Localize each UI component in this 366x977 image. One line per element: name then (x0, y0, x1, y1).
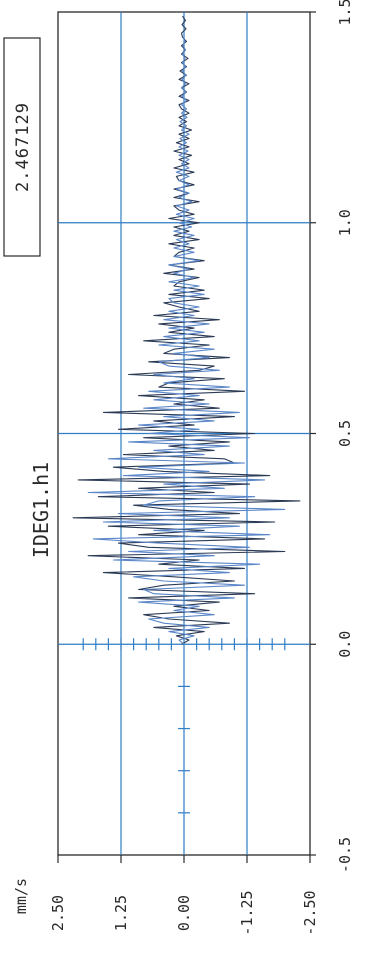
y-tick-label-3: -1.25 (238, 890, 256, 935)
x-tick-label-4: 1.5 (336, 0, 354, 26)
trace-series-0 (72, 15, 301, 645)
y-tick-label-4: -2.50 (301, 890, 319, 935)
y-tick-labels: 2.50 1.25 0.00 -1.25 -2.50 (49, 890, 319, 935)
x-tick-label-2: 0.5 (336, 420, 354, 447)
value-box (3, 37, 41, 257)
y-tick-label-2: 0.00 (175, 895, 193, 931)
chart-title: IDEG1.h1 (29, 462, 53, 558)
x-tick-label-0: -0.5 (336, 837, 354, 873)
value-box-text: 2.467129 (13, 102, 33, 192)
y-tick-label-1: 1.25 (112, 895, 130, 931)
y-tick-label-0: 2.50 (49, 895, 67, 931)
y-axis-label: mm/s (12, 878, 30, 914)
zero-axis-ticks (82, 638, 286, 814)
trace-series-1 (87, 37, 286, 645)
x-tick-labels: -0.5 0.0 0.5 1.0 1.5 (336, 0, 354, 873)
x-tick-label-3: 1.0 (336, 209, 354, 236)
axis-tick-marks (57, 11, 316, 863)
x-tick-label-1: 0.0 (336, 631, 354, 658)
waveform-traces (72, 15, 301, 645)
